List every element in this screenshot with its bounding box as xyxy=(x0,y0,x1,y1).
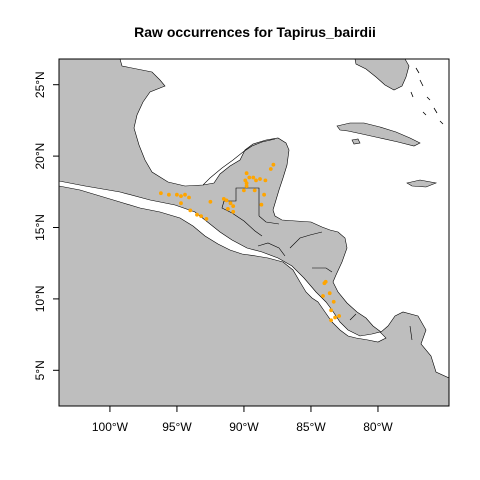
country-borders xyxy=(221,187,413,341)
x-tick-label: 90°W xyxy=(229,420,259,434)
y-tick-label: 15°N xyxy=(33,214,47,241)
occurrence-point xyxy=(175,192,179,197)
map-panel xyxy=(59,59,449,406)
occurrence-point xyxy=(204,217,209,221)
occurrence-point xyxy=(263,178,268,183)
bahamas-islands xyxy=(410,67,444,125)
occurrence-point xyxy=(179,201,183,206)
occurrence-points xyxy=(159,162,341,323)
x-axis: 100°W 95°W 90°W 85°W 80°W xyxy=(92,406,393,434)
occurrence-point xyxy=(179,194,183,199)
occurrence-point xyxy=(247,175,252,180)
occurrence-point xyxy=(231,204,236,209)
y-tick-label: 5°N xyxy=(33,360,47,380)
occurrence-point xyxy=(242,188,246,193)
occurrence-point xyxy=(251,175,256,180)
occurrence-point xyxy=(329,308,333,313)
occurrence-point xyxy=(167,192,171,197)
occurrence-point xyxy=(226,207,230,211)
x-tick-label: 85°W xyxy=(296,420,326,434)
occurrence-point xyxy=(208,199,213,204)
occurrence-point xyxy=(258,177,262,181)
occurrence-point xyxy=(321,294,325,298)
occurrence-point xyxy=(244,171,249,176)
y-tick-label: 10°N xyxy=(33,285,47,312)
occurrence-point xyxy=(331,299,336,304)
isla-juventud xyxy=(351,138,361,145)
occurrence-point xyxy=(183,192,187,197)
x-tick-label: 80°W xyxy=(363,420,393,434)
occurrence-point xyxy=(159,191,163,196)
cuba-island xyxy=(336,122,421,147)
y-tick-label: 25°N xyxy=(33,71,47,98)
y-axis: 5°N 10°N 15°N 20°N 25°N xyxy=(33,71,59,380)
occurrence-point xyxy=(271,162,276,167)
occurrence-point xyxy=(252,188,257,193)
occurrence-point xyxy=(244,184,249,189)
occurrence-point xyxy=(329,318,333,323)
occurrence-point xyxy=(259,202,264,207)
occurrence-point xyxy=(199,214,204,219)
y-tick-label: 20°N xyxy=(33,143,47,170)
x-tick-label: 100°W xyxy=(92,420,129,434)
florida-landmass xyxy=(354,59,410,91)
occurrence-point xyxy=(254,178,258,183)
map-title: Raw occurrences for Tapirus_bairdii xyxy=(134,24,376,40)
occurrence-point xyxy=(228,201,233,206)
occurrence-point xyxy=(268,167,273,171)
jamaica-island xyxy=(406,179,438,188)
occurrence-point xyxy=(262,192,266,197)
occurrence-point xyxy=(187,195,191,200)
pacific-coast xyxy=(59,180,387,343)
occurrence-point xyxy=(195,212,199,217)
mainland-landmass xyxy=(59,59,449,406)
occurrence-point xyxy=(231,209,236,214)
occurrence-point xyxy=(337,314,341,318)
occurrence-point xyxy=(333,315,337,320)
occurrence-point xyxy=(323,279,328,284)
occurrence-point xyxy=(327,291,332,296)
occurrence-point xyxy=(221,197,226,201)
x-tick-label: 95°W xyxy=(162,420,192,434)
occurrence-point xyxy=(188,208,193,213)
yucatan-coast xyxy=(202,138,276,186)
plot-frame xyxy=(58,58,450,407)
occurrence-point xyxy=(244,181,249,186)
